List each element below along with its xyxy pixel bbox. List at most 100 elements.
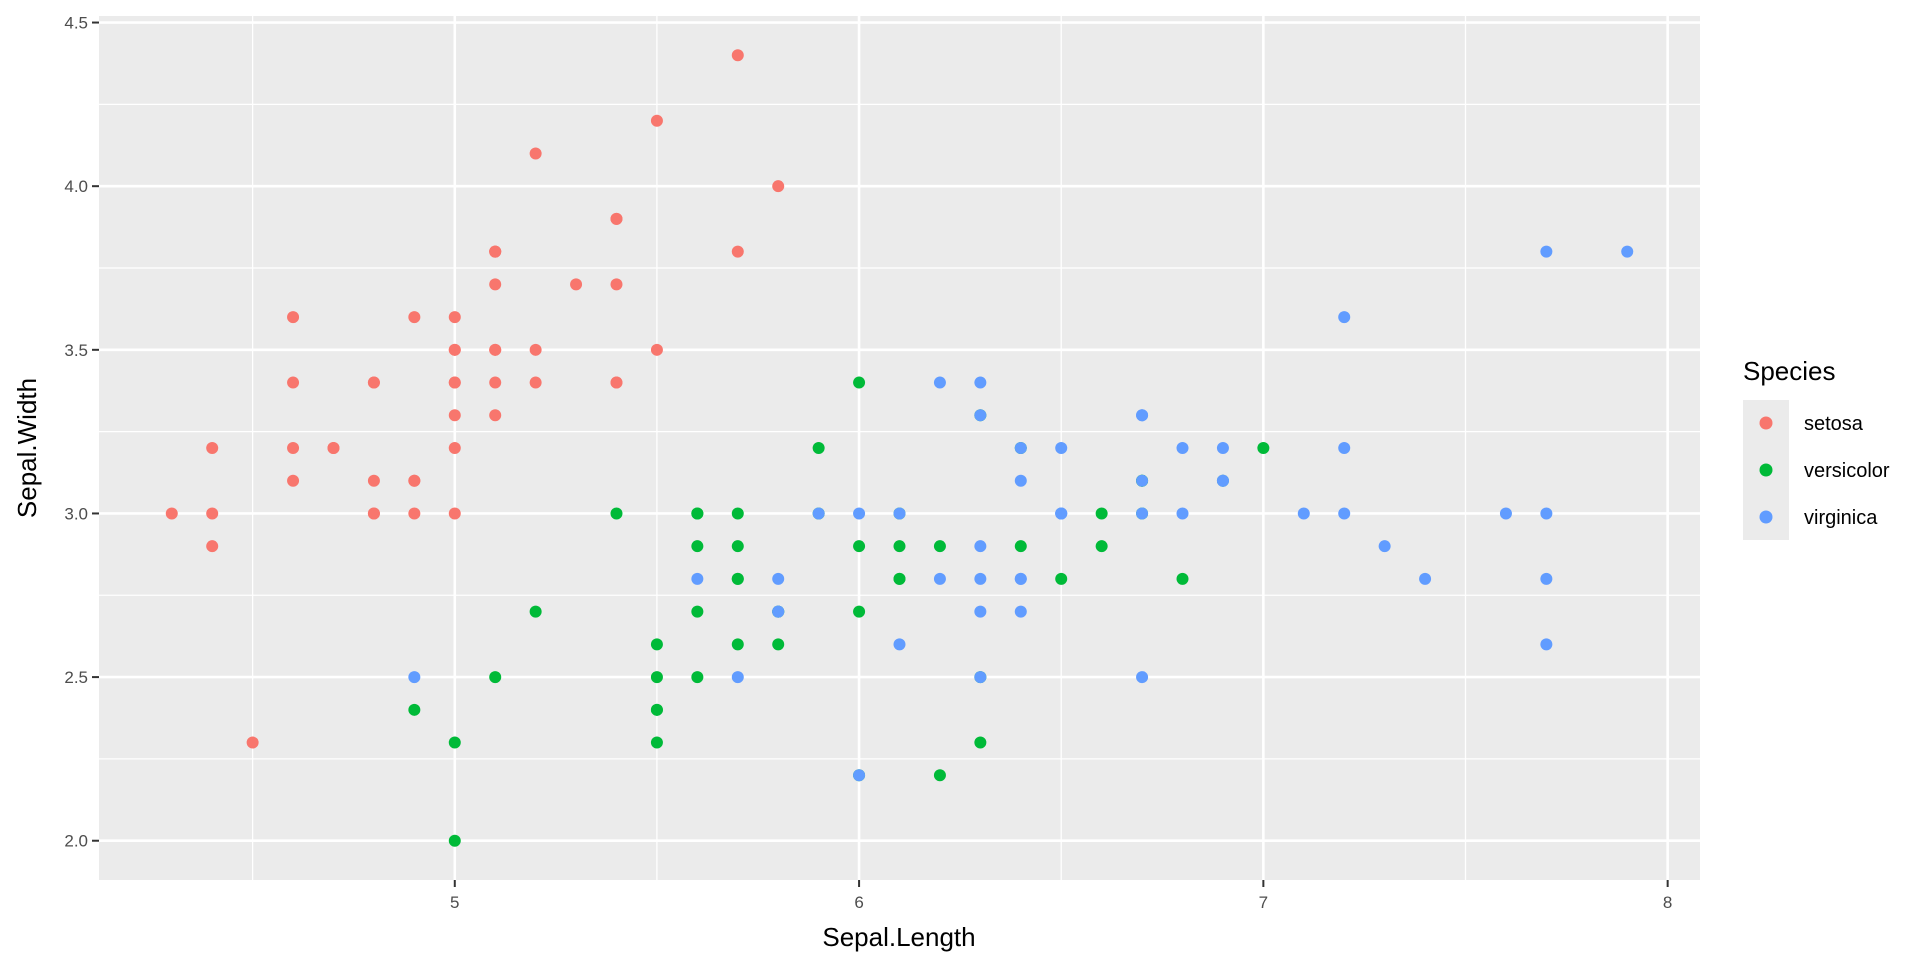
legend: Species setosa versicolor virginica [1743, 356, 1890, 540]
point-setosa [448, 507, 461, 520]
point-virginica [1378, 540, 1391, 553]
point-setosa [327, 442, 340, 454]
point-setosa [610, 376, 623, 389]
point-virginica [1540, 572, 1553, 585]
point-setosa [650, 114, 663, 127]
x-axis-title: Sepal.Length [822, 922, 975, 952]
point-versicolor [933, 769, 946, 782]
point-setosa [529, 343, 542, 356]
y-tick-label: 4.0 [64, 177, 88, 196]
point-versicolor [731, 540, 744, 553]
x-tick-label: 7 [1259, 893, 1268, 912]
point-setosa [650, 343, 663, 356]
point-versicolor [893, 540, 906, 553]
y-axis-ticks: 2.0 2.5 3.0 3.5 4.0 4.5 [64, 14, 99, 851]
point-setosa [489, 409, 502, 422]
point-virginica [1136, 409, 1149, 422]
point-virginica [893, 638, 906, 651]
point-setosa [206, 442, 219, 454]
point-virginica [974, 572, 987, 585]
point-setosa [165, 507, 178, 520]
point-virginica [1014, 474, 1027, 487]
point-setosa [489, 376, 502, 389]
point-versicolor [893, 572, 906, 585]
point-versicolor [489, 671, 502, 684]
point-virginica [853, 769, 866, 782]
point-setosa [367, 376, 380, 389]
point-versicolor [1257, 442, 1270, 454]
point-versicolor [853, 540, 866, 553]
point-versicolor [731, 572, 744, 585]
point-versicolor [691, 507, 704, 520]
point-setosa [610, 212, 623, 225]
point-virginica [974, 671, 987, 684]
legend-key-versicolor [1759, 463, 1773, 477]
point-setosa [287, 311, 300, 324]
point-virginica [933, 572, 946, 585]
point-virginica [974, 540, 987, 553]
point-virginica [1540, 638, 1553, 651]
point-setosa [489, 343, 502, 356]
plot-panel [99, 16, 1700, 880]
y-tick-label: 2.0 [64, 832, 88, 851]
point-versicolor [408, 703, 421, 716]
x-tick-label: 6 [854, 893, 863, 912]
point-virginica [1297, 507, 1310, 520]
point-virginica [1176, 507, 1189, 520]
legend-title: Species [1743, 356, 1836, 386]
point-versicolor [691, 540, 704, 553]
point-virginica [1621, 245, 1634, 258]
point-virginica [812, 507, 825, 520]
y-tick-label: 3.5 [64, 341, 88, 360]
point-virginica [408, 671, 421, 684]
point-setosa [489, 245, 502, 258]
point-setosa [448, 311, 461, 324]
point-virginica [974, 605, 987, 618]
point-virginica [1540, 245, 1553, 258]
point-virginica [772, 605, 785, 618]
point-setosa [570, 278, 583, 291]
point-setosa [489, 278, 502, 291]
point-virginica [691, 572, 704, 585]
point-setosa [731, 245, 744, 258]
point-versicolor [1055, 572, 1068, 585]
point-versicolor [691, 671, 704, 684]
point-setosa [367, 507, 380, 520]
point-versicolor [853, 605, 866, 618]
point-virginica [1136, 474, 1149, 487]
point-setosa [448, 343, 461, 356]
data-points [165, 49, 1634, 847]
point-virginica [974, 376, 987, 389]
point-versicolor [933, 540, 946, 553]
y-axis-title: Sepal.Width [12, 378, 42, 518]
x-tick-label: 5 [450, 893, 459, 912]
point-versicolor [1014, 540, 1027, 553]
legend-key-setosa [1759, 416, 1773, 430]
point-virginica [1338, 442, 1351, 454]
point-virginica [893, 507, 906, 520]
point-setosa [287, 376, 300, 389]
y-tick-label: 2.5 [64, 668, 88, 687]
point-virginica [853, 507, 866, 520]
legend-label-virginica: virginica [1804, 507, 1878, 529]
point-virginica [1338, 507, 1351, 520]
point-virginica [1419, 572, 1432, 585]
point-virginica [1499, 507, 1512, 520]
point-setosa [408, 311, 421, 324]
point-versicolor [1176, 572, 1189, 585]
point-setosa [408, 507, 421, 520]
point-versicolor [812, 442, 825, 454]
x-axis-ticks: 5 6 7 8 [450, 880, 1672, 912]
point-virginica [1055, 507, 1068, 520]
point-setosa [206, 507, 219, 520]
point-virginica [1136, 671, 1149, 684]
point-setosa [448, 376, 461, 389]
point-versicolor [650, 703, 663, 716]
point-versicolor [448, 834, 461, 847]
point-virginica [1216, 442, 1229, 454]
point-versicolor [529, 605, 542, 618]
point-virginica [731, 671, 744, 684]
point-versicolor [650, 671, 663, 684]
point-virginica [1014, 605, 1027, 618]
